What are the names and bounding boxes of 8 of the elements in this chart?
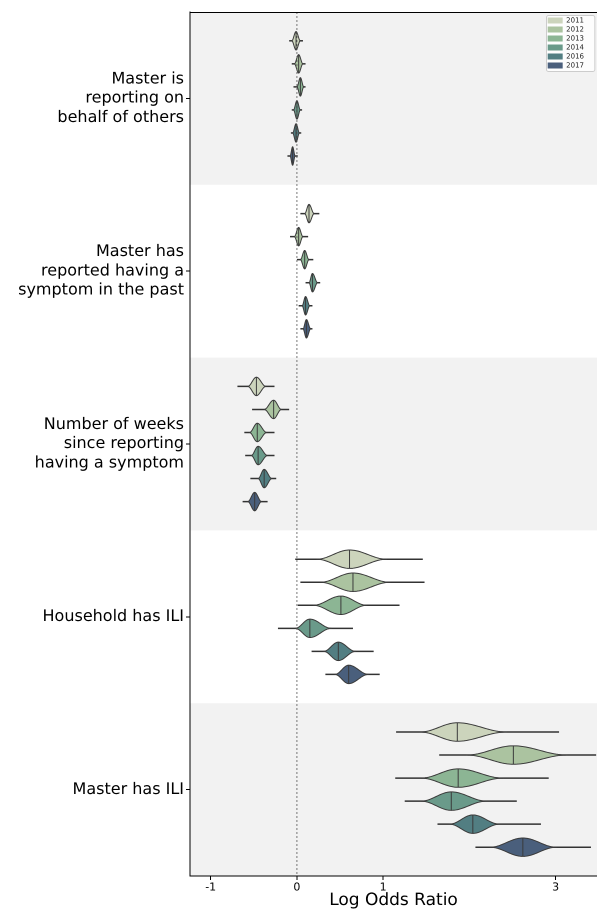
y-tick-label: Master has ILI	[72, 778, 184, 798]
y-tick-label: Household has ILI	[42, 606, 184, 625]
y-tick-label: Number of weeks since reporting having a symptom	[34, 414, 184, 472]
x-tick-label: -1	[205, 880, 216, 894]
y-tick-label: Master has reported having a symptom in the past	[18, 241, 184, 299]
y-tick-label: Master is reporting on behalf of others	[57, 68, 184, 126]
x-tick-label: 0	[293, 880, 300, 894]
x-tick-label: 3	[552, 880, 560, 894]
